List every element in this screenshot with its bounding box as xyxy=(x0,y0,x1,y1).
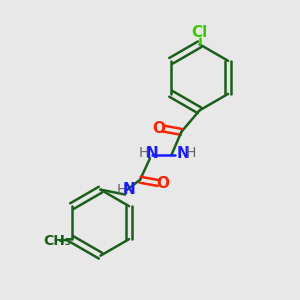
Text: H: H xyxy=(185,146,196,160)
Text: O: O xyxy=(152,121,165,136)
Text: CH₃: CH₃ xyxy=(43,234,71,248)
Text: H: H xyxy=(117,183,127,196)
Text: O: O xyxy=(157,176,170,190)
Text: H: H xyxy=(138,146,148,160)
Text: Cl: Cl xyxy=(191,25,208,40)
Text: N: N xyxy=(145,146,158,161)
Text: N: N xyxy=(122,182,135,197)
Text: N: N xyxy=(177,146,189,161)
